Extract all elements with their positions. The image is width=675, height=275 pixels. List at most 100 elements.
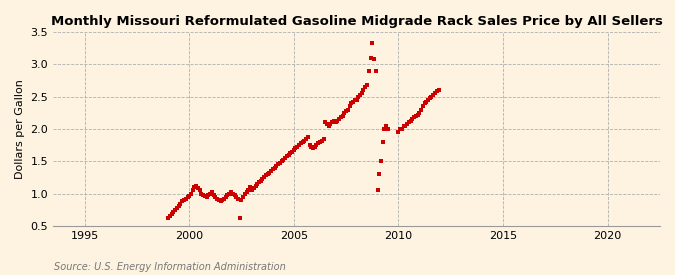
Point bbox=[318, 136, 329, 141]
Point bbox=[261, 173, 271, 178]
Point bbox=[353, 94, 364, 99]
Point bbox=[257, 177, 268, 182]
Point bbox=[246, 188, 257, 192]
Point bbox=[285, 151, 296, 156]
Point bbox=[431, 89, 442, 94]
Point bbox=[243, 188, 254, 192]
Point bbox=[309, 145, 320, 149]
Point bbox=[217, 198, 227, 202]
Point bbox=[227, 191, 238, 196]
Point bbox=[313, 141, 324, 145]
Point bbox=[201, 195, 212, 199]
Point bbox=[369, 57, 379, 61]
Point bbox=[290, 146, 301, 150]
Point bbox=[194, 188, 205, 192]
Point bbox=[264, 171, 275, 175]
Point bbox=[169, 208, 180, 212]
Point bbox=[292, 145, 303, 149]
Point bbox=[255, 178, 266, 183]
Point bbox=[321, 122, 332, 126]
Point bbox=[419, 101, 430, 105]
Point bbox=[171, 206, 182, 210]
Point bbox=[288, 147, 299, 152]
Point bbox=[238, 195, 248, 199]
Point bbox=[190, 184, 201, 188]
Point bbox=[320, 120, 331, 125]
Point bbox=[200, 193, 211, 198]
Point bbox=[236, 198, 247, 202]
Point bbox=[267, 167, 278, 171]
Point bbox=[423, 98, 433, 102]
Point bbox=[306, 145, 317, 149]
Point bbox=[395, 127, 406, 131]
Point bbox=[376, 159, 387, 163]
Point bbox=[250, 184, 261, 188]
Point bbox=[163, 216, 173, 220]
Point bbox=[404, 120, 414, 125]
Point bbox=[398, 123, 409, 128]
Point bbox=[332, 119, 343, 123]
Point bbox=[360, 85, 371, 89]
Point bbox=[287, 149, 298, 154]
Point bbox=[397, 127, 408, 131]
Point bbox=[407, 117, 418, 122]
Point bbox=[198, 193, 209, 197]
Point bbox=[266, 169, 277, 173]
Point bbox=[245, 185, 256, 189]
Point bbox=[231, 195, 242, 199]
Point bbox=[338, 114, 348, 118]
Point bbox=[234, 216, 245, 220]
Point bbox=[242, 190, 252, 194]
Point bbox=[182, 195, 193, 199]
Point bbox=[377, 140, 388, 144]
Point bbox=[224, 191, 235, 196]
Point bbox=[225, 190, 236, 194]
Point bbox=[263, 172, 273, 176]
Point bbox=[252, 182, 263, 186]
Point bbox=[381, 123, 392, 128]
Point bbox=[269, 166, 280, 170]
Point bbox=[358, 88, 369, 92]
Point bbox=[356, 91, 367, 95]
Point bbox=[311, 143, 322, 147]
Point bbox=[186, 191, 196, 196]
Point bbox=[365, 56, 376, 60]
Point bbox=[367, 41, 378, 45]
Point bbox=[209, 193, 219, 197]
Point bbox=[222, 193, 233, 197]
Point bbox=[210, 195, 221, 199]
Point bbox=[279, 156, 290, 160]
Point bbox=[189, 185, 200, 189]
Point bbox=[412, 112, 423, 117]
Point bbox=[327, 120, 338, 125]
Point bbox=[402, 122, 412, 126]
Point bbox=[168, 210, 179, 214]
Point bbox=[259, 175, 269, 180]
Point bbox=[175, 202, 186, 206]
Point bbox=[203, 193, 214, 197]
Text: Source: U.S. Energy Information Administration: Source: U.S. Energy Information Administ… bbox=[54, 262, 286, 271]
Point bbox=[302, 134, 313, 139]
Point bbox=[221, 195, 232, 199]
Point bbox=[232, 197, 243, 201]
Point bbox=[334, 117, 345, 122]
Point bbox=[372, 188, 383, 192]
Point bbox=[405, 119, 416, 123]
Point bbox=[351, 98, 362, 102]
Point bbox=[426, 94, 437, 99]
Point bbox=[276, 159, 287, 163]
Point bbox=[344, 104, 355, 109]
Point bbox=[339, 111, 350, 115]
Point bbox=[215, 199, 226, 204]
Point bbox=[330, 120, 341, 125]
Point bbox=[379, 127, 390, 131]
Point bbox=[323, 123, 334, 128]
Point bbox=[414, 111, 425, 115]
Point bbox=[230, 193, 240, 197]
Point bbox=[304, 143, 315, 147]
Point bbox=[430, 91, 441, 95]
Y-axis label: Dollars per Gallon: Dollars per Gallon bbox=[15, 79, 25, 179]
Point bbox=[179, 198, 190, 202]
Point bbox=[211, 197, 222, 201]
Point bbox=[315, 140, 325, 144]
